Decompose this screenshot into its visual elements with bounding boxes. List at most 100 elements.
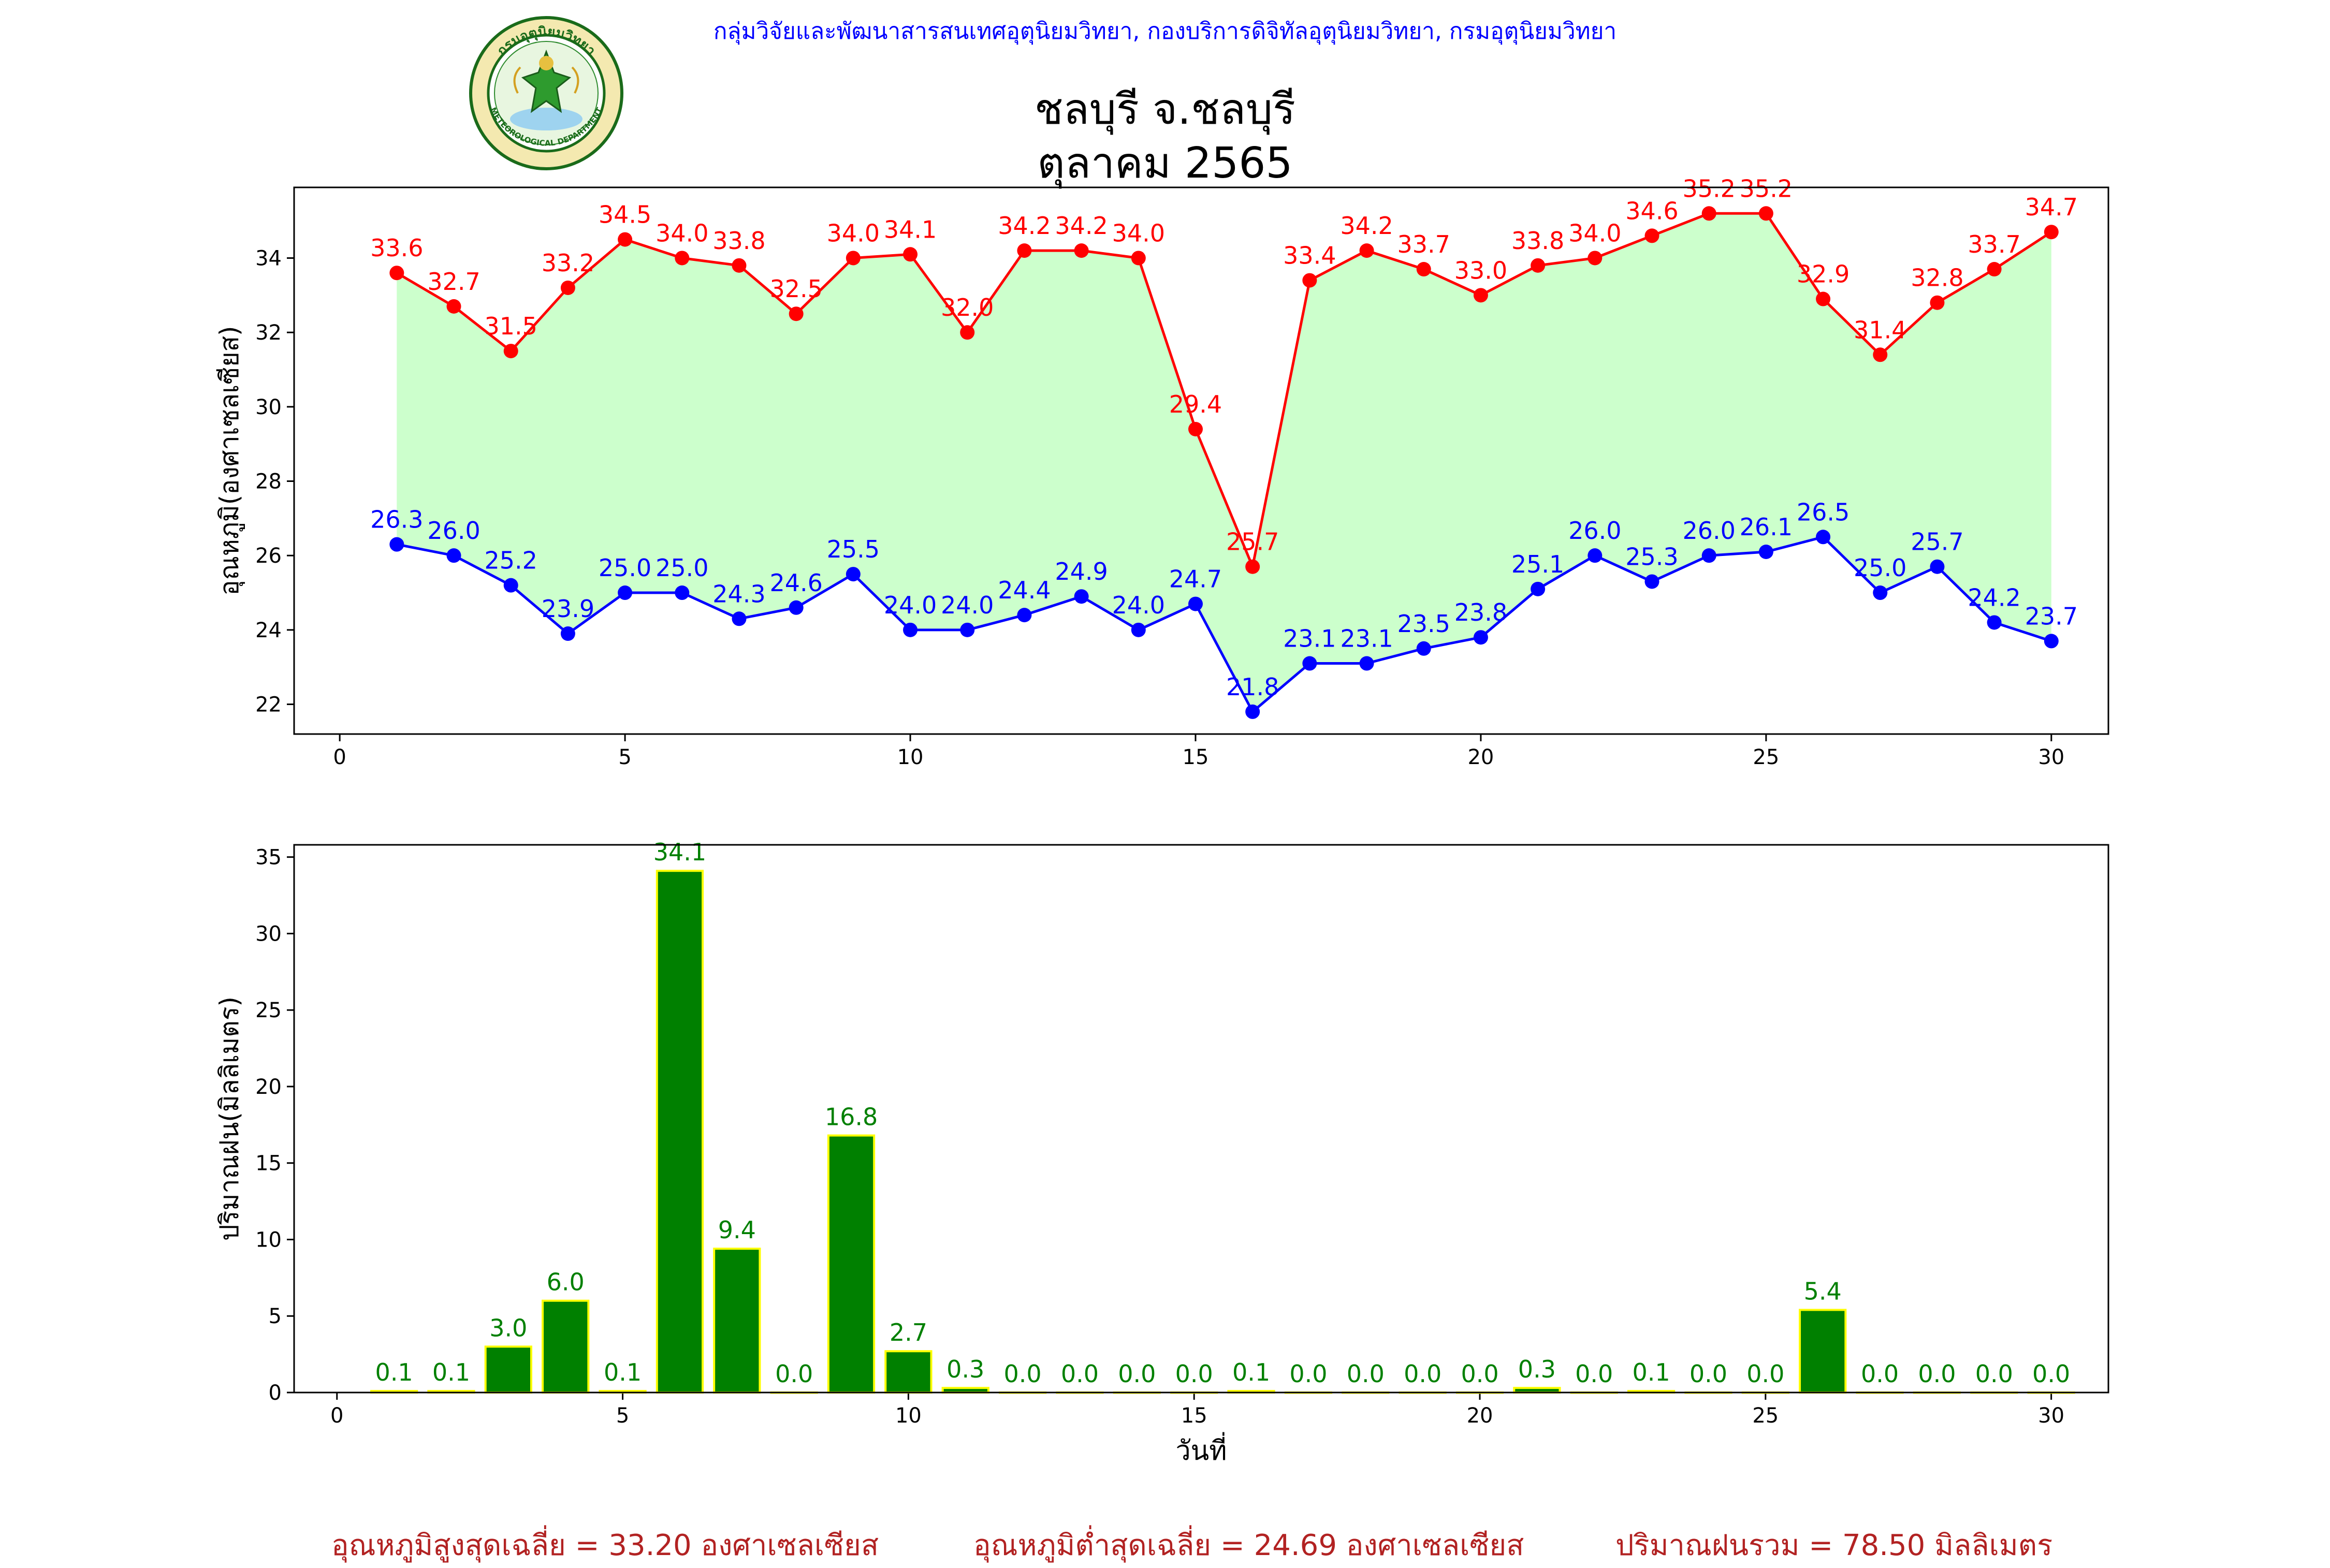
rainfall-bar-label: 0.0	[1347, 1360, 1385, 1388]
max-temperature-label: 34.2	[1340, 212, 1393, 240]
max-temperature-label: 33.8	[1511, 227, 1564, 255]
min-temperature-label: 25.0	[1854, 554, 1906, 582]
min-temperature-label: 24.2	[1968, 583, 2020, 611]
rainfall-bar-label: 34.1	[653, 838, 706, 866]
y-tick-label: 30	[255, 395, 282, 419]
min-temperature-point	[1930, 559, 1945, 574]
max-temperature-label: 33.7	[1397, 230, 1450, 258]
min-temperature-point	[1816, 530, 1831, 545]
rainfall-bar	[1799, 1309, 1847, 1394]
min-temperature-point	[389, 537, 404, 552]
rainfall-bar-label: 0.0	[1175, 1360, 1213, 1388]
rainfall-bar-label: 0.0	[1918, 1360, 1956, 1388]
max-temperature-point	[560, 280, 575, 295]
rainfall-bar-label: 0.0	[1746, 1360, 1784, 1388]
x-tick-label: 30	[2038, 745, 2064, 769]
weather-chart: 0 5 10 15 20 25 30 22 24 26 28 30 32 34 33.632.731.5 33…	[214, 174, 2109, 1467]
rainfall-bar-label: 0.0	[1004, 1360, 1042, 1388]
max-temperature-point	[1245, 559, 1260, 574]
rainfall-bar-label: 5.4	[1804, 1277, 1842, 1305]
min-temperature-point	[675, 585, 690, 600]
max-temperature-point	[446, 299, 461, 314]
rainfall-bar-label: 0.0	[2032, 1360, 2070, 1388]
max-temperature-label: 34.6	[1625, 197, 1678, 225]
min-temperature-point	[1644, 574, 1659, 589]
max-temperature-label: 25.7	[1226, 528, 1279, 556]
max-temperature-point	[732, 258, 747, 273]
max-temperature-point	[1873, 347, 1888, 362]
min-temperature-point	[1131, 622, 1146, 637]
rainfall-bar-label: 9.4	[718, 1216, 756, 1244]
title-line-2: ตุลาคม 2565	[1037, 139, 1293, 188]
min-temperature-point	[2044, 634, 2059, 649]
rainfall-bar	[884, 1350, 933, 1394]
y-tick-label: 28	[255, 470, 282, 494]
max-temperature-point	[1987, 262, 2002, 277]
min-temperature-label: 26.0	[427, 517, 480, 545]
rainfall-bar-label: 0.0	[1861, 1360, 1899, 1388]
stat-max-average: อุณหภูมิสูงสุดเฉลี่ย = 33.20 องศาเซลเซีย…	[331, 1529, 879, 1562]
max-temperature-point	[1473, 288, 1488, 303]
min-temperature-point	[789, 600, 804, 615]
rainfall-bar-label: 0.0	[1061, 1360, 1099, 1388]
rainfall-bar-label: 3.0	[489, 1314, 527, 1342]
rainfall-bar	[713, 1248, 761, 1394]
max-temperature-label: 33.7	[1968, 230, 2020, 258]
temperature-panel: 0 5 10 15 20 25 30 22 24 26 28 30 32 34 33.632.731.5 33…	[214, 174, 2109, 769]
max-temperature-point	[1701, 206, 1716, 221]
min-temperature-label: 25.1	[1511, 550, 1564, 578]
y-tick-label: 32	[255, 321, 282, 345]
min-temperature-label: 23.7	[2025, 602, 2078, 630]
min-temperature-label: 25.7	[1911, 528, 1963, 556]
max-temperature-label: 34.0	[1112, 219, 1165, 247]
min-temperature-point	[1987, 615, 2002, 630]
min-temperature-point	[732, 611, 747, 626]
max-temperature-point	[1416, 262, 1431, 277]
rainfall-bar-label: 0.0	[1289, 1360, 1327, 1388]
max-temperature-point	[1758, 206, 1773, 221]
rainfall-bar-label: 0.0	[1461, 1360, 1498, 1388]
max-temperature-point	[1816, 291, 1831, 306]
min-temperature-point	[1017, 608, 1032, 623]
rainfall-bar-label: 0.1	[1232, 1358, 1270, 1386]
max-temperature-point	[1588, 251, 1603, 266]
min-temperature-point	[1588, 548, 1603, 563]
rainfall-bar	[656, 870, 704, 1394]
rainfall-x-axis-label: วันที่	[1175, 1432, 1227, 1467]
max-temperature-point	[503, 344, 518, 359]
rainfall-bar-label: 0.0	[1404, 1360, 1441, 1388]
x-tick-label: 20	[1467, 745, 1494, 769]
min-temperature-label: 24.7	[1169, 565, 1222, 593]
min-temperature-label: 25.0	[599, 554, 651, 582]
rainfall-bar	[827, 1134, 876, 1394]
min-temperature-label: 24.6	[769, 569, 822, 597]
y-tick-label: 0	[269, 1381, 282, 1405]
max-temperature-label: 35.2	[1682, 174, 1735, 202]
y-tick-label: 26	[255, 544, 282, 568]
y-tick-label: 20	[255, 1075, 282, 1099]
max-temperature-label: 32.5	[769, 275, 822, 303]
chart-title: ชลบุรี จ.ชลบุรี ตุลาคม 2565	[777, 83, 1553, 190]
min-temperature-label: 26.1	[1740, 513, 1793, 541]
rainfall-bar-label: 0.1	[604, 1358, 642, 1386]
rainfall-bar-label: 16.8	[825, 1103, 878, 1131]
rainfall-bar	[542, 1299, 590, 1394]
min-temperature-label: 24.4	[998, 576, 1051, 604]
x-tick-label: 0	[333, 745, 346, 769]
x-tick-label: 10	[895, 1404, 922, 1428]
min-temperature-label: 24.0	[941, 591, 994, 619]
max-temperature-label: 29.4	[1169, 390, 1222, 418]
min-temperature-point	[1873, 585, 1888, 600]
max-temperature-label: 33.4	[1283, 242, 1336, 270]
max-temperature-label: 32.9	[1797, 260, 1850, 288]
meteorological-department-logo: กรมอุตุนิยมวิทยา METEOROLOGICAL DEPARTME…	[469, 16, 623, 170]
x-tick-label: 0	[330, 1404, 343, 1428]
min-temperature-point	[1758, 545, 1773, 559]
max-temperature-point	[1131, 251, 1146, 266]
max-temperature-point	[1302, 273, 1317, 288]
rainfall-bar-label: 0.1	[432, 1358, 470, 1386]
x-tick-label: 15	[1181, 1404, 1207, 1428]
max-temperature-point	[846, 251, 861, 266]
max-temperature-label: 33.6	[370, 234, 423, 262]
max-temperature-point	[2044, 225, 2059, 240]
